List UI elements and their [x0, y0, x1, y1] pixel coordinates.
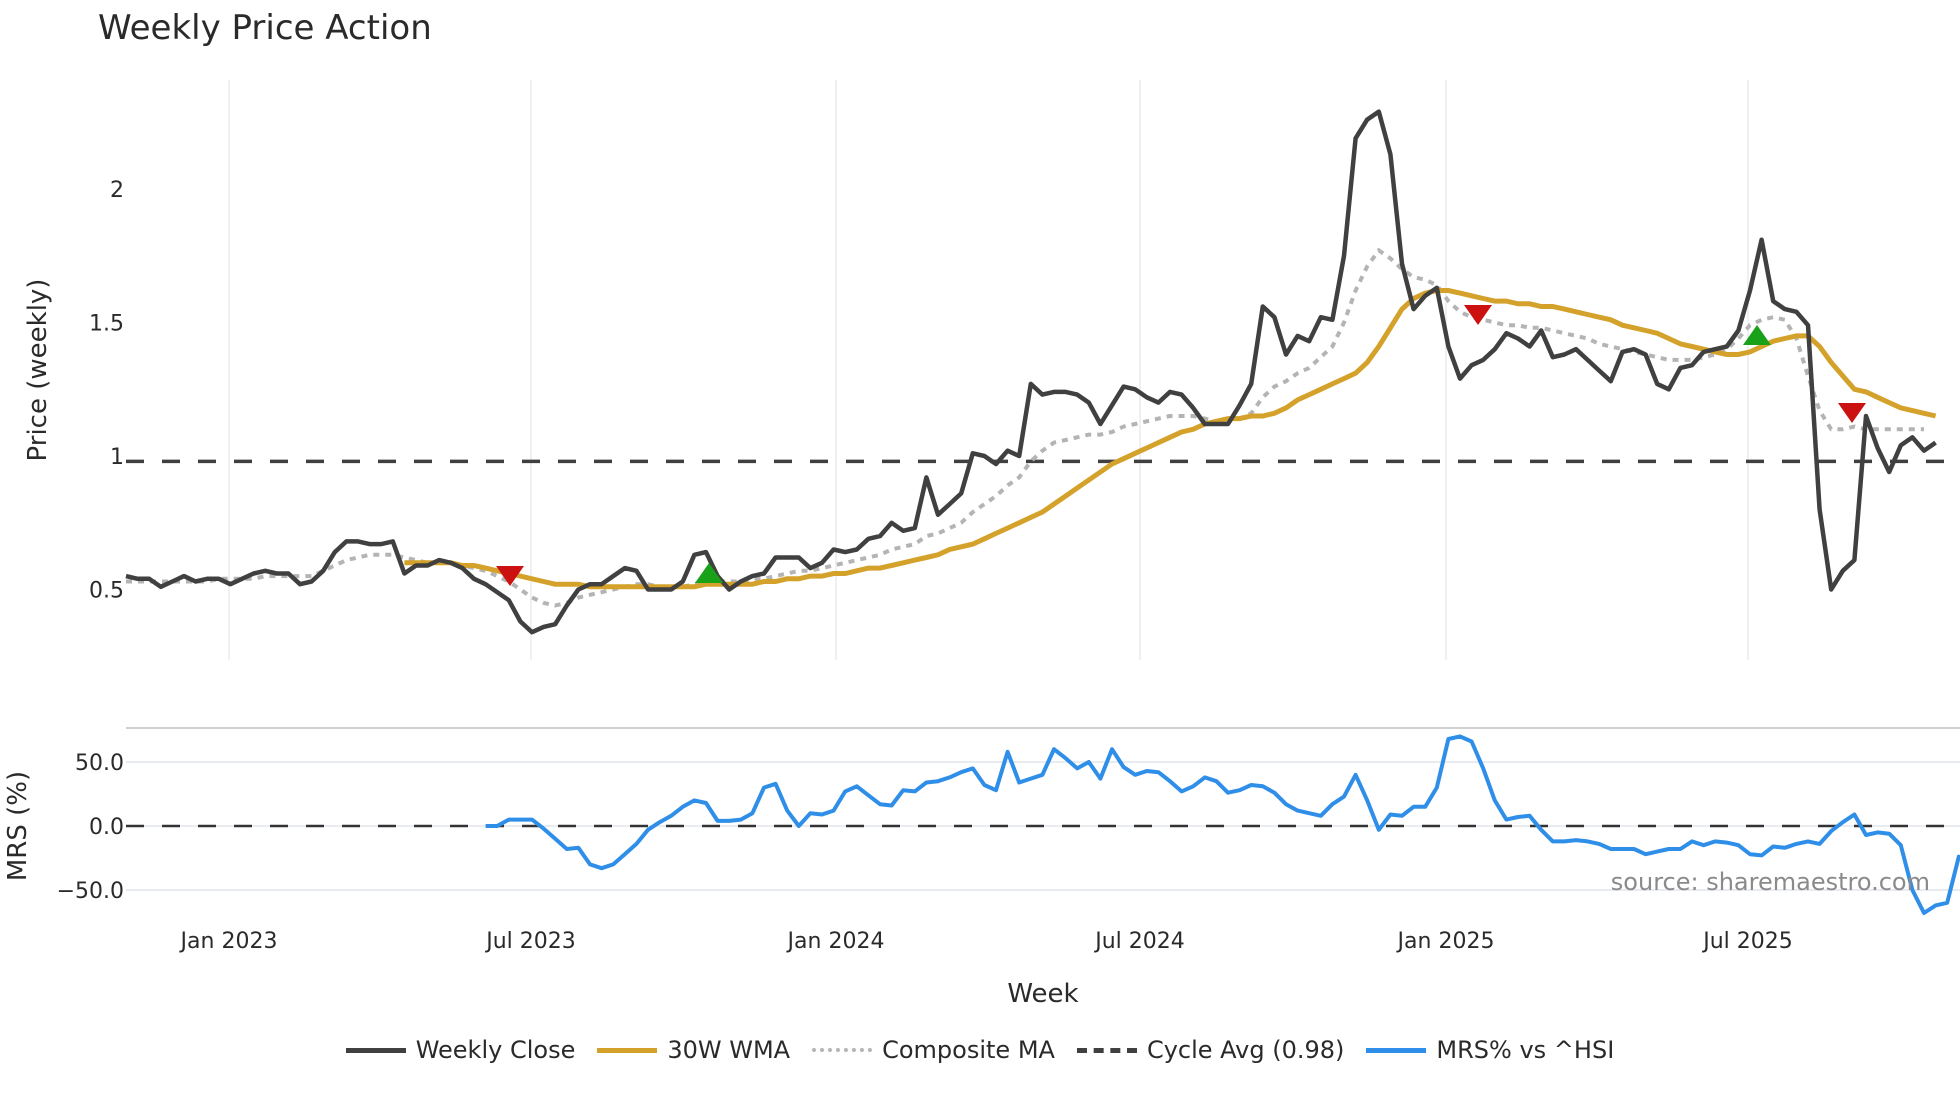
- chart-title: Weekly Price Action: [98, 8, 432, 48]
- legend-swatch-icon: [345, 1047, 406, 1053]
- x-tick-label: Jul 2025: [1701, 929, 1793, 954]
- y-tick-label: 1.5: [89, 312, 124, 337]
- wma30-line: [404, 288, 1937, 590]
- legend: Weekly Close 30W WMA Composite MA Cycle Avg…: [0, 1036, 1960, 1064]
- mrs-y-tick-label: 50.0: [75, 751, 124, 776]
- mrs-y-tick-label: 0.0: [89, 815, 124, 840]
- y-axis-label: Price (weekly): [23, 279, 53, 462]
- legend-label: Cycle Avg (0.98): [1146, 1036, 1345, 1064]
- grid-lines: [126, 80, 1960, 891]
- source-watermark: source: sharemaestro.com: [1611, 868, 1930, 896]
- main-price-plot: [125, 109, 1945, 635]
- legend-item-composite-ma: Composite MA: [812, 1036, 1055, 1064]
- legend-swatch-icon: [597, 1047, 658, 1053]
- x-axis-label: Week: [1007, 979, 1078, 1009]
- buy-marker-icon: [695, 563, 723, 583]
- legend-item-mrs: MRS% vs ^HSI: [1366, 1036, 1614, 1064]
- x-tick-label: Jan 2023: [179, 929, 278, 954]
- x-tick-label: Jan 2024: [786, 929, 885, 954]
- legend-item-weekly-close: Weekly Close: [345, 1036, 576, 1064]
- legend-item-wma30: 30W WMA: [597, 1036, 790, 1064]
- buy-marker-icon: [1743, 325, 1771, 345]
- legend-label: 30W WMA: [667, 1036, 791, 1064]
- x-tick-label: Jul 2023: [484, 929, 576, 954]
- sell-marker-icon: [1838, 403, 1866, 423]
- legend-label: MRS% vs ^HSI: [1436, 1036, 1615, 1064]
- y-tick-label: 0.5: [89, 579, 124, 604]
- weekly-close-line: [125, 109, 1937, 635]
- mrs-line: [485, 734, 1960, 915]
- y-tick-label: 1: [110, 445, 124, 470]
- legend-swatch-icon: [1366, 1047, 1427, 1053]
- sell-marker-icon: [496, 566, 524, 586]
- sell-marker-icon: [1464, 305, 1492, 325]
- legend-label: Composite MA: [882, 1036, 1055, 1064]
- mrs-axis-label: MRS (%): [3, 771, 33, 881]
- x-tick-label: Jul 2024: [1093, 929, 1185, 954]
- mrs-y-tick-label: −50.0: [57, 879, 124, 904]
- legend-label: Weekly Close: [415, 1036, 576, 1064]
- x-tick-label: Jan 2025: [1396, 929, 1495, 954]
- axes: 0.5 1 1.5 2 −50.0 0.0 50.0 Jan 2023 Jul 2023 Jan …: [3, 178, 1793, 1009]
- legend-item-cycle-avg: Cycle Avg (0.98): [1076, 1036, 1345, 1064]
- legend-swatch-icon: [812, 1048, 873, 1052]
- legend-swatch-icon: [1076, 1047, 1137, 1053]
- y-tick-label: 2: [110, 178, 124, 203]
- mrs-subplot: [126, 734, 1960, 915]
